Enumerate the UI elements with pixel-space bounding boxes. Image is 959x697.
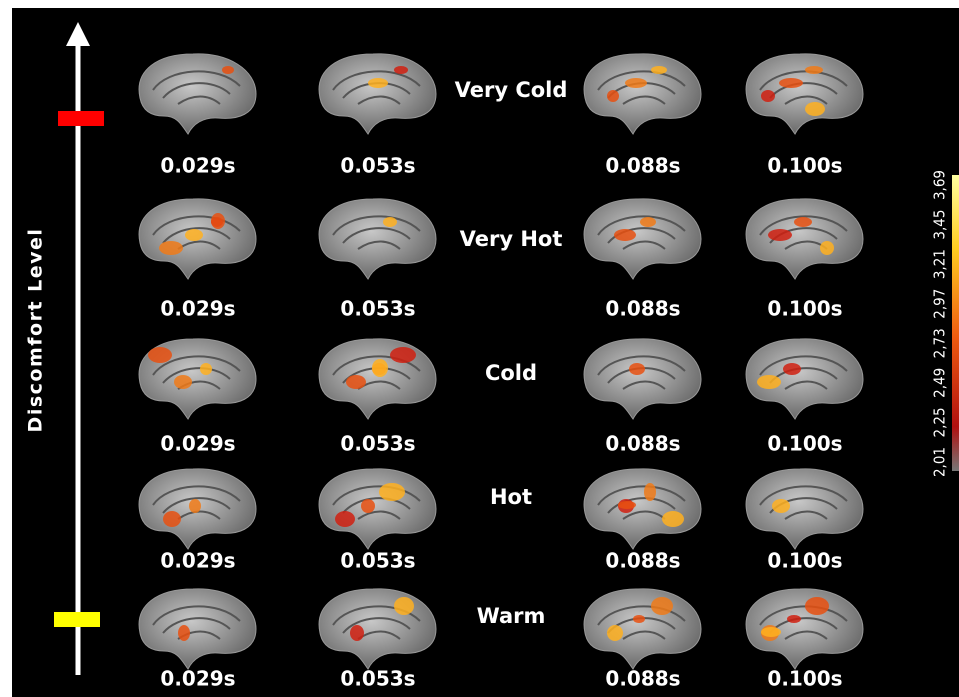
colorbar-tick-label: 2,73	[931, 328, 949, 358]
activation	[379, 483, 405, 501]
activation	[805, 66, 823, 74]
activation	[372, 359, 388, 377]
colorbar-tick-label: 3,45	[931, 210, 949, 240]
activation	[614, 229, 636, 241]
time-label: 0.100s	[767, 667, 842, 691]
time-label: 0.053s	[340, 432, 415, 456]
activation	[794, 217, 812, 227]
activation	[200, 363, 212, 375]
colorbar-tick-label: 2,25	[931, 407, 949, 437]
yellow-marker	[54, 612, 100, 627]
time-label: 0.029s	[160, 667, 235, 691]
time-label: 0.053s	[340, 297, 415, 321]
activation	[368, 78, 388, 88]
activation	[163, 511, 181, 527]
time-label: 0.029s	[160, 154, 235, 178]
colorbar-tick-label: 2,97	[931, 289, 949, 319]
activation	[761, 627, 781, 637]
activation	[640, 217, 656, 227]
activation	[768, 229, 792, 241]
time-label: 0.100s	[767, 154, 842, 178]
activation	[820, 241, 834, 255]
activation	[629, 363, 645, 375]
axis-label: Discomfort Level	[25, 228, 47, 433]
activation	[618, 501, 636, 509]
activation	[644, 483, 656, 501]
red-marker	[58, 111, 104, 126]
activation	[607, 625, 623, 641]
activation	[390, 347, 416, 363]
colorbar-tick-label: 3,69	[931, 170, 949, 200]
activation	[787, 615, 801, 623]
activation	[361, 499, 375, 513]
time-label: 0.088s	[605, 297, 680, 321]
activation	[211, 213, 225, 229]
activation	[805, 597, 829, 615]
row-label: Very Hot	[460, 227, 563, 251]
time-label: 0.053s	[340, 549, 415, 573]
activation	[651, 597, 673, 615]
row-label: Cold	[485, 361, 537, 385]
activation	[779, 78, 803, 88]
activation	[350, 625, 364, 641]
activation	[185, 229, 203, 241]
activation	[651, 66, 667, 74]
activation	[335, 511, 355, 527]
activation	[174, 375, 192, 389]
activation	[189, 499, 201, 513]
time-label: 0.029s	[160, 297, 235, 321]
activation	[222, 66, 234, 74]
time-label: 0.029s	[160, 432, 235, 456]
time-label: 0.088s	[605, 667, 680, 691]
time-label: 0.029s	[160, 549, 235, 573]
activation	[159, 241, 183, 255]
activation	[761, 90, 775, 102]
row-label: Warm	[477, 604, 546, 628]
activation	[772, 499, 790, 513]
colorbar-tick-label: 3,21	[931, 249, 949, 279]
activation	[607, 90, 619, 102]
row-label: Hot	[490, 485, 532, 509]
time-label: 0.100s	[767, 297, 842, 321]
activation	[633, 615, 645, 623]
colorbar	[952, 175, 959, 471]
activation	[805, 102, 825, 116]
activation	[383, 217, 397, 227]
time-label: 0.088s	[605, 432, 680, 456]
time-label: 0.053s	[340, 154, 415, 178]
activation	[625, 78, 647, 88]
activation	[394, 597, 414, 615]
time-label: 0.100s	[767, 432, 842, 456]
time-label: 0.088s	[605, 549, 680, 573]
activation	[783, 363, 801, 375]
figure: Discomfort Level Very Cold 0.029s 0.053s 0.…	[0, 0, 959, 697]
activation	[178, 625, 190, 641]
colorbar-tick-label: 2,01	[931, 447, 949, 477]
activation	[757, 375, 781, 389]
time-label: 0.053s	[340, 667, 415, 691]
time-label: 0.088s	[605, 154, 680, 178]
activation	[148, 347, 172, 363]
row-label: Very Cold	[455, 78, 568, 102]
colorbar-tick-label: 2,49	[931, 368, 949, 398]
activation	[662, 511, 684, 527]
time-label: 0.100s	[767, 549, 842, 573]
activation	[394, 66, 408, 74]
activation	[346, 375, 366, 389]
